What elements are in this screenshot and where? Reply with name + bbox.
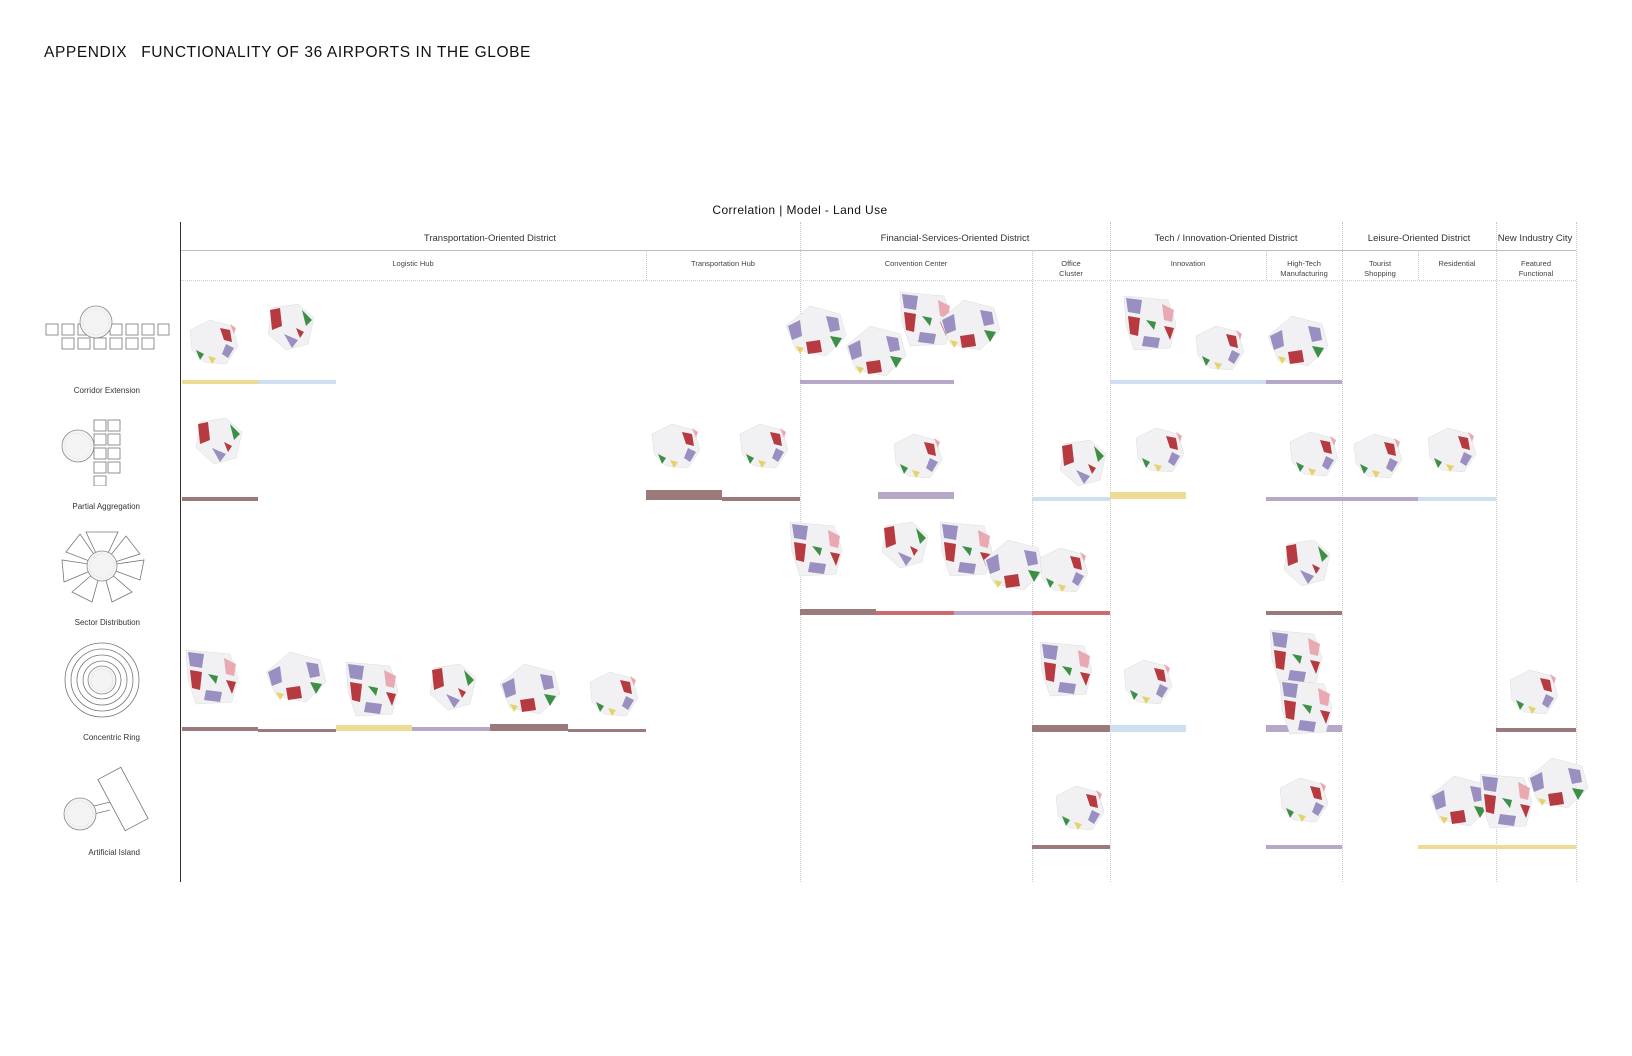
bar-row2-innovation bbox=[1110, 492, 1186, 499]
bar-row1-hightech bbox=[1266, 380, 1342, 384]
sub-featured-functional: Featured Functional bbox=[1496, 259, 1576, 278]
divider-right bbox=[1576, 222, 1577, 882]
corridor-extension-diagram bbox=[40, 300, 170, 360]
bar-row1-innovation bbox=[1110, 380, 1266, 384]
sub-convention-center: Convention Center bbox=[800, 259, 1032, 269]
model-label-sector-distribution: Sector Distribution bbox=[20, 618, 140, 627]
bar-row4-b bbox=[258, 729, 336, 732]
sub-high-tech: High-Tech Manufacturing bbox=[1266, 259, 1342, 278]
sub-tourist-shopping: Tourist Shopping bbox=[1342, 259, 1418, 278]
sub-featured-functional-line1: Featured bbox=[1496, 259, 1576, 269]
chart-title: Correlation | Model - Land Use bbox=[0, 203, 1600, 217]
appendix-label: APPENDIX bbox=[44, 44, 127, 61]
bar-row2-residential bbox=[1418, 497, 1496, 501]
sub-high-tech-line1: High-Tech bbox=[1266, 259, 1342, 269]
bar-row4-d bbox=[412, 727, 490, 731]
sub-logistic-hub-line1: Logistic Hub bbox=[180, 259, 646, 269]
concentric-ring-diagram bbox=[40, 640, 170, 720]
bar-row4-e bbox=[490, 724, 568, 731]
bar-row2-transport-b bbox=[722, 497, 800, 501]
subdivider-hightech bbox=[1266, 250, 1267, 280]
sub-office-cluster: Office Cluster bbox=[1032, 259, 1110, 278]
sub-tourist-shopping-line2: Shopping bbox=[1342, 269, 1418, 279]
category-tech: Tech / Innovation-Oriented District bbox=[1110, 233, 1342, 244]
sub-transportation-hub-line1: Transportation Hub bbox=[646, 259, 800, 269]
bar-row5-hightech bbox=[1266, 845, 1342, 849]
bar-row4-f bbox=[568, 729, 646, 732]
bar-row2-convention bbox=[878, 492, 954, 499]
sub-residential: Residential bbox=[1418, 259, 1496, 269]
sub-tourist-shopping-line1: Tourist bbox=[1342, 259, 1418, 269]
bar-row3-convention-a bbox=[800, 609, 876, 615]
bar-row1-logistic-b bbox=[258, 380, 336, 384]
sub-logistic-hub: Logistic Hub bbox=[180, 259, 646, 269]
category-financial: Financial-Services-Oriented District bbox=[800, 233, 1110, 244]
sub-transportation-hub: Transportation Hub bbox=[646, 259, 800, 269]
subdivider-residential bbox=[1418, 250, 1419, 280]
header-rule bbox=[180, 250, 1576, 251]
divider-leisure bbox=[1342, 222, 1343, 882]
bar-row2-transport-a bbox=[646, 490, 722, 500]
bar-row3-hightech bbox=[1266, 611, 1342, 615]
sub-office-cluster-line2: Cluster bbox=[1032, 269, 1110, 279]
bar-row5-residential bbox=[1418, 845, 1576, 849]
sector-distribution-diagram bbox=[40, 526, 170, 606]
bar-row1-convention bbox=[800, 380, 954, 384]
category-transportation: Transportation-Oriented District bbox=[180, 233, 800, 244]
y-axis bbox=[180, 222, 181, 882]
sub-convention-center-line1: Convention Center bbox=[800, 259, 1032, 269]
bar-row1-logistic-a bbox=[182, 380, 258, 384]
category-leisure: Leisure-Oriented District bbox=[1342, 233, 1496, 244]
artificial-island-diagram bbox=[40, 762, 170, 842]
sub-innovation: Innovation bbox=[1110, 259, 1266, 269]
bar-row4-office bbox=[1032, 725, 1110, 732]
sub-residential-line1: Residential bbox=[1418, 259, 1496, 269]
model-label-partial-aggregation: Partial Aggregation bbox=[20, 502, 140, 511]
bar-row4-c bbox=[336, 725, 412, 731]
bar-row4-hightech bbox=[1266, 725, 1342, 732]
category-new-industry: New Industry City bbox=[1494, 233, 1576, 244]
page-heading: FUNCTIONALITY OF 36 AIRPORTS IN THE GLOB… bbox=[141, 44, 531, 61]
sub-innovation-line1: Innovation bbox=[1110, 259, 1266, 269]
bar-row5-office bbox=[1032, 845, 1110, 849]
divider-tech bbox=[1110, 222, 1111, 882]
sub-high-tech-line2: Manufacturing bbox=[1266, 269, 1342, 279]
sub-featured-functional-line2: Functional bbox=[1496, 269, 1576, 279]
model-label-artificial-island: Artificial Island bbox=[20, 848, 140, 857]
model-label-concentric-ring: Concentric Ring bbox=[20, 733, 140, 742]
model-label-corridor-extension: Corridor Extension bbox=[20, 386, 140, 395]
partial-aggregation-diagram bbox=[40, 416, 170, 486]
bar-row3-office bbox=[1032, 611, 1110, 615]
divider-financial bbox=[800, 222, 801, 882]
bar-row2-hightech-tourist bbox=[1266, 497, 1418, 501]
bar-row2-logistic bbox=[182, 497, 258, 501]
subdivider-transport-hub bbox=[646, 250, 647, 280]
bar-row3-convention-b bbox=[876, 611, 954, 615]
page-title: APPENDIX FUNCTIONALITY OF 36 AIRPORTS IN … bbox=[44, 44, 531, 62]
bar-row4-featured bbox=[1496, 728, 1576, 732]
bar-row4-innovation bbox=[1110, 725, 1186, 732]
divider-new-industry bbox=[1496, 222, 1497, 882]
subheader-rule bbox=[180, 280, 1576, 281]
subdivider-office bbox=[1032, 250, 1033, 882]
bar-row3-convention-c bbox=[954, 611, 1032, 615]
sub-office-cluster-line1: Office bbox=[1032, 259, 1110, 269]
bar-row2-office bbox=[1032, 497, 1110, 501]
bar-row4-a bbox=[182, 727, 258, 731]
